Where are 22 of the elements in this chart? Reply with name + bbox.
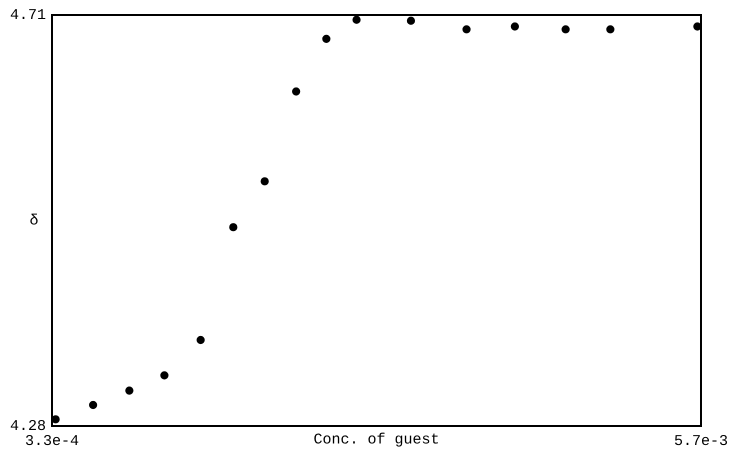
point [322,34,330,43]
point [88,400,98,410]
point [406,16,416,25]
y-axis-title: δ [29,212,39,230]
point [562,25,570,34]
point [462,25,471,34]
point [606,25,614,34]
point [125,386,134,395]
x-tick-label: 5.7e-3 [674,432,728,450]
x-axis-title: Conc. of guest [313,431,440,448]
point [160,371,168,380]
point [260,177,269,186]
point [693,22,701,31]
point [196,336,205,344]
y-tick-label: 4.28 [10,418,46,435]
point [52,415,60,424]
point [229,223,238,232]
point [510,22,519,31]
point [352,16,361,24]
point [292,87,300,96]
y-tick-label: 4.71 [10,6,46,24]
x-tick-label: 3.3e-4 [25,432,80,450]
